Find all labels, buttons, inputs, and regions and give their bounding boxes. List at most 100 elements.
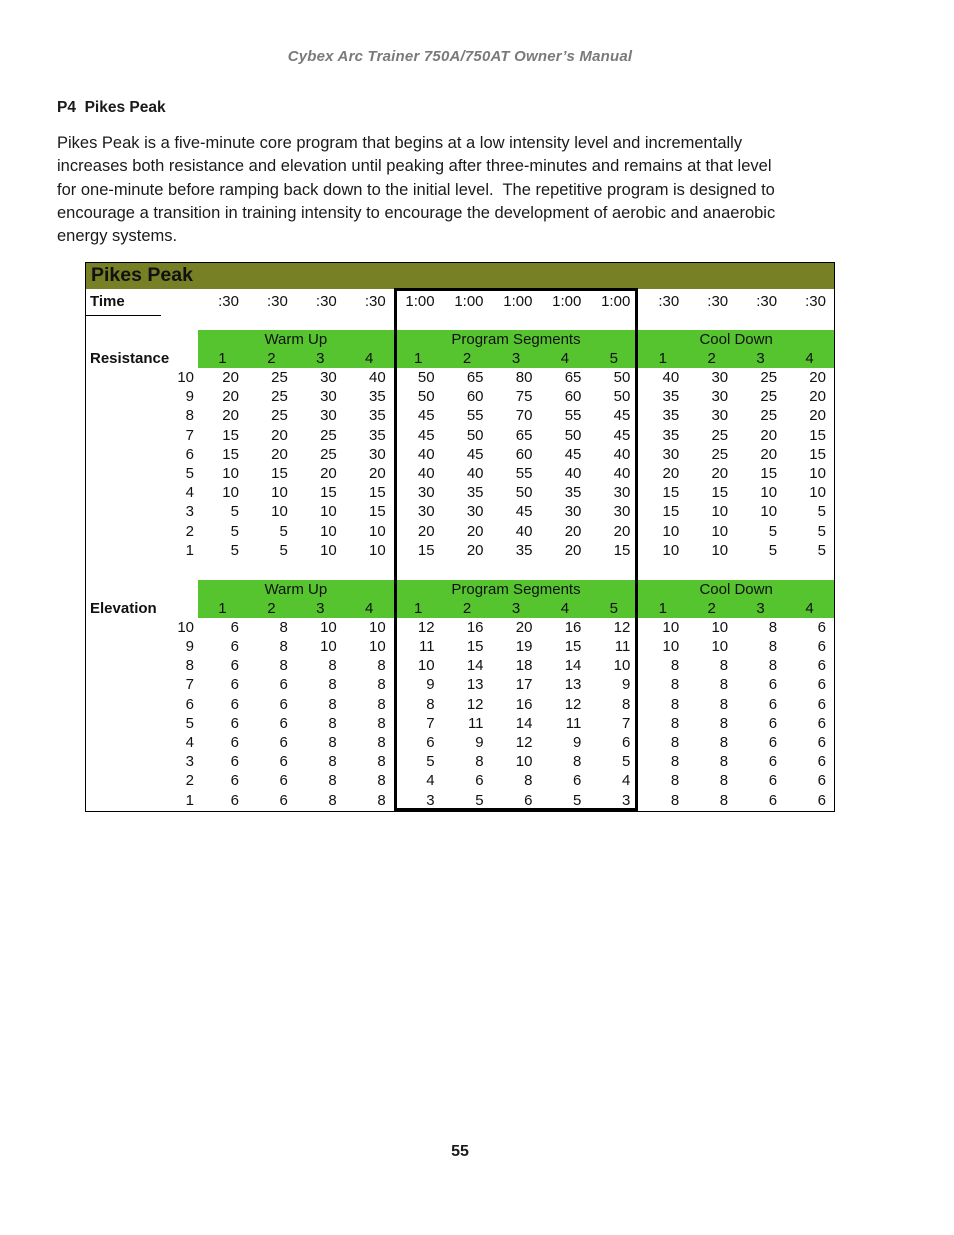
table-cell: 15	[222, 445, 239, 463]
table-cell: 10	[417, 657, 435, 675]
elevation-section: Warm Up Program Segments Cool Down Elevati…	[86, 579, 834, 810]
table-cell: 8	[328, 695, 337, 713]
table-cell: 19	[515, 638, 533, 656]
table-cell: 45	[613, 407, 631, 425]
column-number: 2	[246, 598, 296, 618]
column-number: 1	[393, 598, 443, 618]
section-label: Resistance	[90, 350, 170, 367]
table-cell: 15	[760, 464, 778, 482]
table-cell: 8	[328, 714, 337, 732]
table-cell: 8	[670, 695, 680, 713]
table-cell: 20	[809, 407, 826, 425]
table-cell: 80	[515, 369, 533, 386]
table-cell: 6	[279, 772, 288, 790]
table-cell: 6	[426, 734, 435, 751]
column-number: 1	[198, 349, 247, 368]
table-cell: 30	[320, 369, 337, 386]
table-cell: 6	[524, 791, 533, 809]
table-cell: 20	[271, 426, 288, 444]
table-cell: 25	[271, 407, 288, 425]
table-cell: 6	[621, 734, 631, 751]
table-cell: 35	[564, 484, 582, 502]
level-number: 3	[185, 503, 194, 521]
table-cell: 30	[711, 369, 729, 386]
table-cell: 10	[271, 484, 288, 502]
table-cell: 20	[222, 388, 239, 406]
table-cell: 9	[475, 734, 484, 751]
resistance-numbers-row: Resistance 1 2 3 4 1 2 3 4 5 1 2 3 4	[86, 349, 834, 368]
time-row: Time :30:30:30:30 1:00 1:00 1:00 1:00 1:00:30…	[86, 289, 834, 316]
table-cell: 10	[271, 503, 288, 521]
group-header: Program Segments	[393, 330, 639, 349]
table-cell: 30	[466, 503, 484, 521]
table-cell: 6	[817, 753, 826, 771]
table-cell: 10	[711, 618, 729, 636]
table-cell: 5	[230, 541, 239, 559]
row-label-spacer	[86, 771, 161, 790]
table-cell: 45	[564, 445, 582, 463]
table-cell: 40	[613, 445, 631, 463]
table-row: 4 10 10 15 15 30 35 50 35 30 15 15 10 10	[86, 483, 834, 502]
time-value: :30	[756, 293, 778, 310]
table-cell: 20	[515, 618, 533, 636]
column-number: 2	[442, 598, 492, 618]
table-cell: 25	[760, 388, 778, 406]
table-cell: 10	[711, 541, 729, 559]
table-cell: 30	[613, 503, 631, 521]
column-number: 3	[295, 349, 345, 368]
table-row: 1 5 5 10 10 15 20 35 20 15 10 10 5 5	[86, 541, 834, 560]
row-label-spacer	[86, 406, 161, 425]
table-cell: 6	[279, 676, 288, 694]
row-label-spacer	[86, 445, 161, 464]
table-row: 5 6 6 8 8 7 11 14 11 7 8 8 6 6	[86, 714, 834, 733]
table-cell: 55	[564, 407, 582, 425]
group-header: Warm Up	[198, 579, 394, 599]
table-cell: 20	[320, 464, 337, 482]
table-cell: 6	[817, 734, 826, 751]
table-cell: 8	[670, 676, 680, 694]
table-cell: 20	[564, 522, 582, 540]
program-heading: P4 Pikes Peak	[57, 99, 166, 116]
table-cell: 30	[711, 388, 729, 406]
table-cell: 12	[613, 618, 631, 636]
table-cell: 5	[279, 522, 288, 540]
table-cell: 6	[230, 791, 239, 809]
table-cell: 20	[760, 426, 778, 444]
table-cell: 10	[320, 522, 337, 540]
column-number: 5	[589, 349, 639, 368]
column-number: 4	[344, 349, 394, 368]
table-cell: 11	[419, 638, 435, 656]
table-cell: 6	[573, 772, 582, 790]
table-cell: 8	[719, 714, 729, 732]
table-cell: 20	[222, 407, 239, 425]
table-cell: 6	[768, 791, 778, 809]
row-label-spacer	[86, 387, 161, 406]
table-cell: 8	[328, 657, 337, 675]
table-cell: 60	[466, 388, 484, 406]
table-cell: 3	[621, 791, 631, 809]
group-row-level-spacer	[161, 330, 198, 349]
table-cell: 8	[768, 638, 778, 656]
table-cell: 8	[621, 695, 631, 713]
table-cell: 55	[515, 464, 533, 482]
table-cell: 50	[613, 388, 631, 406]
table-cell: 60	[515, 445, 533, 463]
table-cell: 6	[817, 714, 826, 732]
table-cell: 20	[466, 522, 484, 540]
table-cell: 6	[279, 734, 288, 751]
table-cell: 8	[719, 695, 729, 713]
table-cell: 30	[711, 407, 729, 425]
table-cell: 35	[369, 426, 386, 444]
table-cell: 8	[377, 714, 386, 732]
table-cell: 40	[369, 369, 386, 386]
table-cell: 10	[760, 503, 778, 521]
table-cell: 4	[426, 772, 435, 790]
time-value: 1:00	[454, 293, 484, 310]
table-cell: 13	[466, 676, 484, 694]
table-cell: 6	[279, 714, 288, 732]
table-cell: 50	[417, 369, 435, 386]
time-value: 1:00	[552, 293, 582, 310]
table-cell: 30	[613, 484, 631, 502]
level-number: 1	[185, 541, 194, 559]
row-label-spacer	[86, 637, 161, 656]
